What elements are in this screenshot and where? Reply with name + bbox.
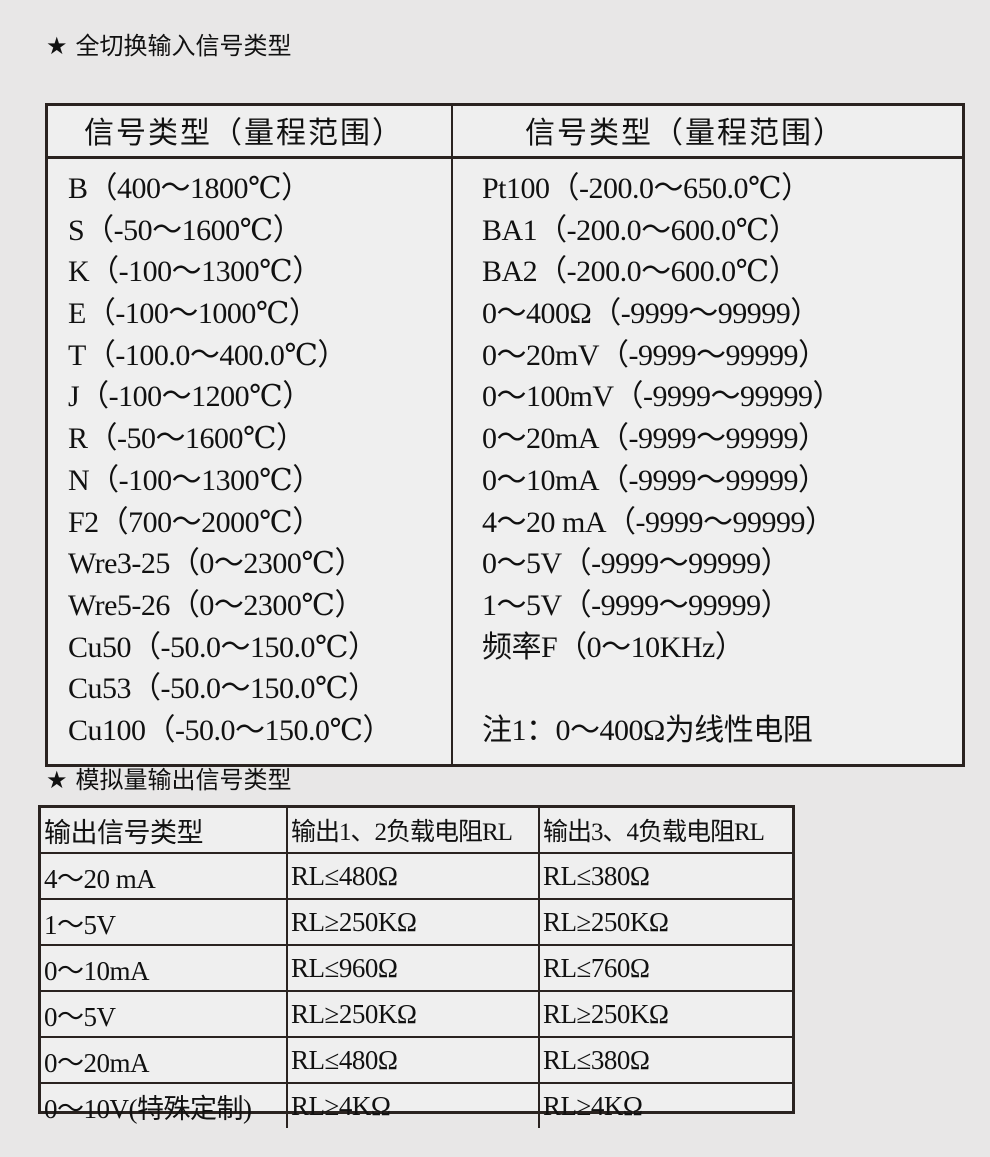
table-cell: RL≤480Ω: [286, 1036, 540, 1084]
signal-row: BA1（-200.0～600.0℃）: [482, 213, 799, 247]
input-signal-table: 信号类型（量程范围） 信号类型（量程范围） B（400～1800℃） S（-50～…: [45, 103, 965, 767]
right-column: Pt100（-200.0～650.0℃） BA1（-200.0～600.0℃） BA…: [482, 168, 843, 752]
signal-row: Wre3-25（0～2300℃）: [68, 547, 364, 581]
signal-row: Cu53（-50.0～150.0℃）: [68, 672, 378, 706]
signal-row: 0～20mA（-9999～99999）: [482, 422, 828, 456]
signal-row: 0～5V（-9999～99999）: [482, 547, 791, 581]
signal-row: Cu100（-50.0～150.0℃）: [68, 713, 393, 747]
signal-row: T（-100.0～400.0℃）: [68, 338, 347, 372]
signal-row: 4～20 mA（-9999～99999）: [482, 505, 835, 539]
table-row: 0～10mA RL≤960Ω RL≤760Ω: [41, 944, 792, 992]
table-cell: 4～20 mA: [41, 852, 288, 900]
signal-row: 0～20mV（-9999～99999）: [482, 338, 828, 372]
signal-row: [482, 668, 842, 710]
signal-row: K（-100～1300℃）: [68, 255, 322, 289]
signal-row: Cu50（-50.0～150.0℃）: [68, 630, 378, 664]
star-icon: ★: [46, 32, 68, 60]
table-cell: 0～10mA: [41, 944, 288, 992]
section2-title: ★ 模拟量输出信号类型: [46, 766, 292, 794]
signal-row: Pt100（-200.0～650.0℃）: [482, 172, 811, 205]
table-cell: RL≥4KΩ: [286, 1082, 540, 1128]
signal-row: E（-100～1000℃）: [68, 297, 319, 331]
signal-row: S（-50～1600℃）: [68, 213, 303, 247]
signal-row: 1～5V（-9999～99999）: [482, 588, 791, 622]
table-row: 0～20mA RL≤480Ω RL≤380Ω: [41, 1036, 792, 1084]
table-row: 1～5V RL≥250KΩ RL≥250KΩ: [41, 898, 792, 946]
table-cell: RL≥250KΩ: [286, 990, 540, 1038]
signal-row: 0～400Ω（-9999～99999）: [482, 297, 820, 331]
output-signal-table: 输出信号类型 输出1、2负载电阻RL 输出3、4负载电阻RL 4～20 mA RL≤48…: [38, 805, 795, 1128]
table-cell: 0～10V(特殊定制): [41, 1082, 288, 1128]
table-cell: RL≤760Ω: [538, 944, 792, 992]
header-right: 信号类型（量程范围）: [453, 106, 962, 159]
left-column: B（400～1800℃） S（-50～1600℃） K（-100～1300℃） E（-…: [68, 168, 393, 752]
table-cell: RL≥250KΩ: [286, 898, 540, 946]
header-cell: 输出1、2负载电阻RL: [286, 808, 540, 854]
table-cell: RL≤380Ω: [538, 852, 792, 900]
signal-row: BA2（-200.0～600.0℃）: [482, 255, 799, 289]
table-cell: RL≥250KΩ: [538, 990, 792, 1038]
table-header-row: 输出信号类型 输出1、2负载电阻RL 输出3、4负载电阻RL: [41, 808, 792, 854]
table-cell: RL≤960Ω: [286, 944, 540, 992]
table-cell: RL≤380Ω: [538, 1036, 792, 1084]
table-cell: RL≥250KΩ: [538, 898, 792, 946]
signal-row: J（-100～1200℃）: [68, 380, 312, 414]
section1-title: ★ 全切换输入信号类型: [46, 32, 292, 60]
table-cell: RL≤480Ω: [286, 852, 540, 900]
signal-row: R（-50～1600℃）: [68, 422, 306, 456]
star-icon: ★: [46, 766, 68, 794]
column-divider: [451, 106, 453, 764]
signal-row: 频率F（0～10KHz）: [482, 630, 745, 664]
signal-row: Wre5-26（0～2300℃）: [68, 588, 364, 622]
signal-row: 注1：0～400Ω为线性电阻: [482, 713, 813, 747]
table-cell: 0～5V: [41, 990, 288, 1038]
signal-row: N（-100～1300℃）: [68, 463, 322, 497]
signal-row: B（400～1800℃）: [68, 172, 311, 205]
table-row: 0～5V RL≥250KΩ RL≥250KΩ: [41, 990, 792, 1038]
signal-row: 0～10mA（-9999～99999）: [482, 463, 828, 497]
table-row: 4～20 mA RL≤480Ω RL≤380Ω: [41, 852, 792, 900]
table-row: 0～10V(特殊定制) RL≥4KΩ RL≥4KΩ: [41, 1082, 792, 1128]
signal-row: F2（700～2000℃）: [68, 505, 322, 539]
table-cell: 0～20mA: [41, 1036, 288, 1084]
table-cell: 1～5V: [41, 898, 288, 946]
header-cell: 输出信号类型: [41, 808, 288, 854]
header-left: 信号类型（量程范围）: [48, 106, 451, 159]
header-cell: 输出3、4负载电阻RL: [538, 808, 792, 854]
signal-row: 0～100mV（-9999～99999）: [482, 380, 843, 414]
table-cell: RL≥4KΩ: [538, 1082, 792, 1128]
